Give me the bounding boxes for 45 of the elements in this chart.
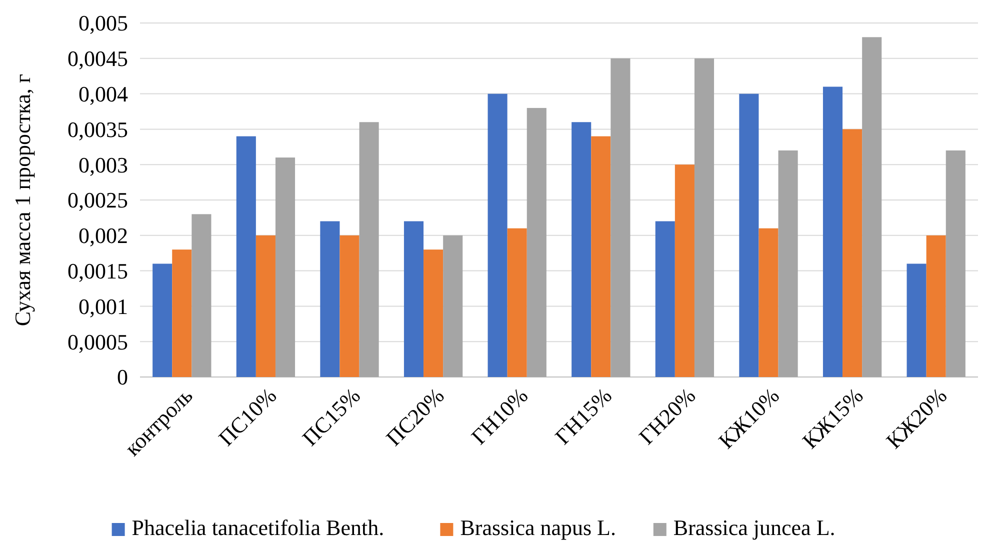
- bar: [778, 150, 798, 377]
- bar: [424, 250, 444, 377]
- bar: [758, 228, 778, 377]
- y-tick-label: 0,0025: [68, 188, 128, 213]
- bar: [572, 122, 592, 377]
- bar: [275, 158, 296, 377]
- legend-label: Brassica juncea L.: [673, 515, 836, 540]
- y-tick-label: 0,0035: [68, 116, 128, 142]
- y-tick-label: 0,004: [78, 82, 128, 106]
- y-tick-label: 0,003: [78, 152, 128, 178]
- legend-label: Brassica napus L.: [460, 515, 616, 540]
- bar: [340, 235, 360, 377]
- y-tick-label: 0,002: [78, 223, 128, 248]
- bar: [655, 221, 675, 377]
- y-tick-label: 0,0045: [68, 46, 128, 72]
- bar: [507, 228, 527, 377]
- bar: [404, 221, 424, 377]
- bar: [256, 235, 276, 377]
- bar: [359, 122, 379, 377]
- y-tick-label: 0,001: [78, 294, 128, 319]
- legend-label: Phacelia tanacetifolia Benth.: [132, 515, 384, 540]
- bar: [906, 264, 926, 377]
- bar: [152, 264, 172, 377]
- bar: [674, 164, 694, 377]
- bar: [822, 86, 843, 377]
- bar: [443, 235, 463, 377]
- y-tick-label: 0,005: [78, 10, 128, 36]
- bar: [946, 150, 966, 377]
- bar: [320, 221, 340, 377]
- bar: [842, 129, 862, 377]
- y-axis-title: Сухая масса 1 проростка, г: [10, 74, 35, 326]
- bar: [526, 108, 546, 377]
- bar: [862, 37, 882, 377]
- bar: [172, 250, 192, 377]
- bar: [739, 94, 759, 377]
- bar: [926, 235, 946, 377]
- y-tick-label: 0,0005: [68, 329, 128, 354]
- y-tick-label: 0: [117, 364, 128, 390]
- bar: [591, 136, 611, 377]
- bar: [236, 136, 256, 377]
- bar: [694, 58, 714, 377]
- bar: [610, 58, 630, 377]
- bar: [488, 94, 508, 377]
- bar: [192, 214, 212, 377]
- y-tick-label: 0,0015: [68, 258, 128, 284]
